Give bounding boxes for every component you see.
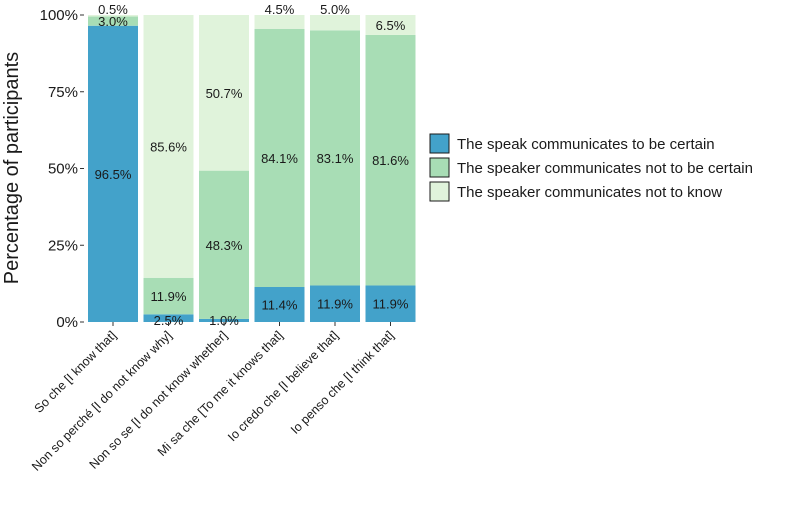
y-tick-label: 50% xyxy=(48,161,78,178)
y-tick-label: 100% xyxy=(40,7,78,24)
data-label: 83.1% xyxy=(317,151,354,166)
data-label: 3.0% xyxy=(98,14,128,29)
y-axis: 0% 25% 50% 75% 100% xyxy=(40,7,84,331)
bar-segment-not-know xyxy=(254,15,305,29)
bar-segment-not-know xyxy=(310,15,360,31)
data-label: 11.4% xyxy=(262,298,298,313)
bar-segment-certain xyxy=(310,285,360,322)
data-label: 4.5% xyxy=(265,2,295,17)
bar-segment-not-certain xyxy=(365,34,416,286)
x-axis: So che [I know that]Non so perché [I do … xyxy=(29,322,397,474)
legend-label-not-know: The speaker communicates not to know xyxy=(457,184,722,201)
data-label: 96.5% xyxy=(95,167,132,182)
data-label: 11.9% xyxy=(317,297,353,312)
bar-segment-certain xyxy=(365,285,416,322)
y-tick-label: 75% xyxy=(48,84,78,101)
bar-segment-not-know xyxy=(199,15,249,171)
y-axis-title: Percentage of participants xyxy=(1,52,23,284)
data-label: 50.7% xyxy=(206,86,243,101)
data-label: 1.0% xyxy=(209,313,239,328)
bar-segment-certain xyxy=(143,314,194,322)
data-label: 85.6% xyxy=(150,139,187,154)
bar-segment-certain xyxy=(88,25,138,323)
x-tick-label: Io credo che [I believe that] xyxy=(225,328,341,444)
y-axis-title-group: Percentage of participants xyxy=(1,52,23,284)
legend-swatch-not-certain xyxy=(429,157,450,178)
bar-segment-not-certain xyxy=(310,30,360,286)
data-label: 2.5% xyxy=(154,313,184,328)
legend-swatch-not-know xyxy=(429,181,450,202)
bars-layer xyxy=(88,15,416,323)
bar-segment-not-certain xyxy=(143,277,194,315)
legend-swatch-certain xyxy=(429,133,450,154)
y-tick-label: 25% xyxy=(48,237,78,254)
bar-segment-not-know xyxy=(365,15,416,35)
data-label: 48.3% xyxy=(206,238,243,253)
legend: The speak communicates to be certain The … xyxy=(429,133,753,202)
bar-segment-not-certain xyxy=(254,28,305,288)
bar-segment-not-know xyxy=(143,15,194,278)
x-tick-label: Io penso che [I think that] xyxy=(288,328,397,437)
data-label: 84.1% xyxy=(261,151,298,166)
bar-segment-certain xyxy=(199,318,249,322)
bar-labels-layer: 96.5% 3.0%0.5% 2.5% 11.9% 85.6% 1.0% 48.3% 50.7… xyxy=(95,2,410,328)
data-label: 81.6% xyxy=(372,153,409,168)
data-label: 0.5% xyxy=(98,2,128,17)
legend-label-not-certain: The speaker communicates not to be certa… xyxy=(457,160,753,177)
data-label: 11.9% xyxy=(373,297,409,312)
bar-segment-not-certain xyxy=(199,170,249,319)
legend-label-certain: The speak communicates to be certain xyxy=(457,136,715,153)
bar-segment-not-certain xyxy=(88,16,138,26)
bar-segment-not-know xyxy=(88,15,138,17)
data-label: 5.0% xyxy=(320,2,350,17)
data-label: 11.9% xyxy=(151,289,187,304)
data-label: 6.5% xyxy=(376,18,406,33)
y-tick-label: 0% xyxy=(56,314,78,331)
bar-segment-certain xyxy=(254,287,305,322)
